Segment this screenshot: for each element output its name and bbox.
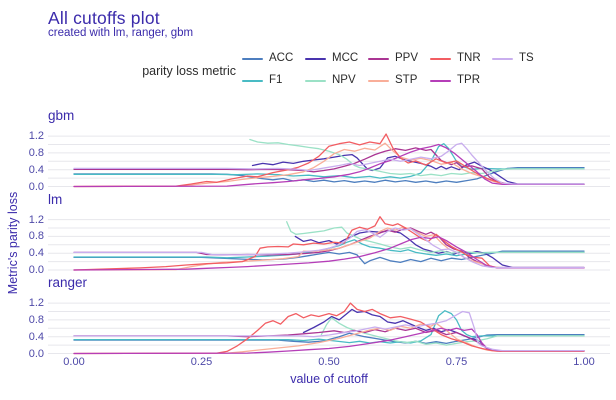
series-line-lm-TS (73, 227, 585, 269)
legend-label-MCC: MCC (332, 52, 359, 64)
legend-key-NPV (305, 80, 326, 82)
legend-label-PPV: PPV (395, 52, 419, 64)
y-tick-label: 0.4 (28, 330, 44, 343)
series-line-gbm-TS (73, 142, 585, 185)
y-tick-label: 0.8 (28, 313, 44, 326)
series-line-ranger-TNR (73, 302, 585, 355)
y-tick-label: 0.8 (28, 146, 44, 159)
x-tick-label: 0.00 (63, 356, 85, 368)
series-line-gbm-ACC (73, 166, 585, 184)
series-line-lm-TPR (73, 236, 585, 271)
legend-label-ACC: ACC (269, 52, 294, 64)
y-axis-title: Metric's parity loss (6, 191, 20, 295)
series-line-gbm-TNR (73, 133, 585, 188)
legend-key-TNR (430, 58, 451, 60)
legend-key-PPV (368, 58, 389, 60)
page-title: All cutoffs plot (48, 8, 160, 28)
legend-title: parity loss metric (142, 64, 236, 78)
series-line-gbm-MCC (251, 153, 585, 185)
y-tick-label: 1.2 (28, 213, 44, 226)
legend-key-F1 (242, 80, 263, 82)
series-line-lm-PPV (73, 227, 585, 269)
series-line-ranger-NPV (320, 317, 585, 346)
y-tick-label: 0.4 (28, 247, 44, 260)
series-line-ranger-TPR (73, 327, 585, 355)
legend-key-STP (368, 80, 389, 82)
y-tick-label: 0.0 (28, 180, 44, 193)
series-line-ranger-STP (73, 322, 585, 355)
legend-key-MCC (305, 58, 326, 60)
page-subtitle: created with lm, ranger, gbm (48, 27, 194, 39)
series-line-ranger-TS (73, 310, 585, 352)
legend-label-F1: F1 (269, 74, 283, 86)
legend-key-ACC (242, 58, 263, 60)
legend-label-STP: STP (395, 74, 418, 86)
y-tick-label: 0.0 (28, 264, 44, 276)
y-tick-label: 0.0 (28, 347, 44, 360)
y-tick-label: 0.4 (28, 163, 44, 176)
x-tick-label: 0.50 (318, 356, 340, 368)
x-tick-label: 0.75 (445, 356, 468, 368)
legend-label-TPR: TPR (457, 74, 480, 86)
series-line-ranger-F1 (73, 310, 585, 344)
legend-label-TNR: TNR (457, 52, 481, 64)
legend-key-TS (492, 58, 513, 60)
series-line-lm-F1 (73, 239, 585, 259)
x-tick-label: 0.25 (190, 356, 213, 368)
series-line-gbm-STP (73, 142, 585, 188)
facet-label-ranger: ranger (48, 275, 88, 290)
series-line-gbm-PPV (73, 147, 585, 185)
series-line-gbm-TPR (73, 143, 585, 188)
legend-label-NPV: NPV (332, 74, 356, 86)
facet-label-lm: lm (48, 192, 63, 207)
facet-label-gbm: gbm (48, 108, 75, 123)
series-line-ranger-PPV (73, 327, 585, 352)
legend-label-TS: TS (519, 52, 534, 64)
y-tick-label: 0.8 (28, 230, 44, 243)
y-tick-label: 1.2 (28, 297, 44, 310)
x-axis-title: value of cutoff (290, 372, 368, 386)
series-line-lm-TNR (73, 216, 585, 271)
legend-key-TPR (430, 80, 451, 82)
y-tick-label: 1.2 (28, 130, 44, 143)
x-tick-label: 1.00 (573, 356, 595, 368)
